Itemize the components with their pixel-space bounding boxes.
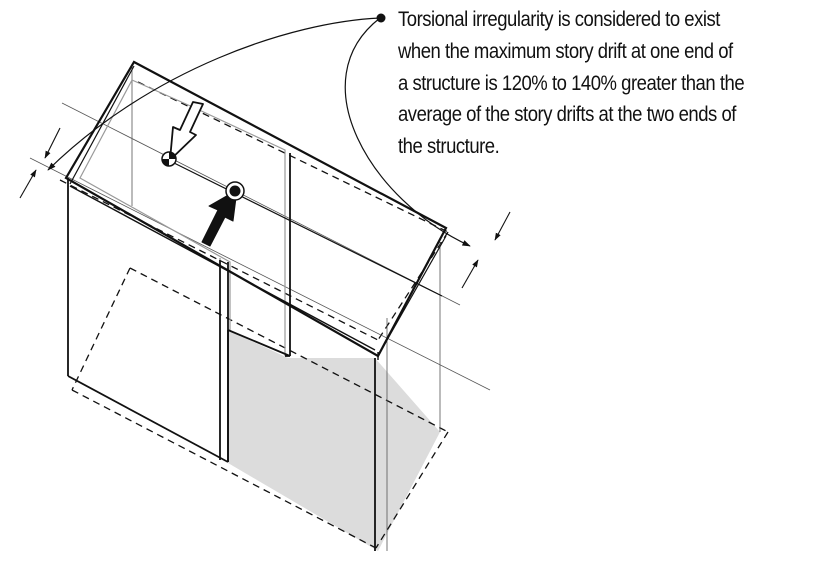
drift-dimension-right bbox=[461, 211, 511, 289]
torsional-irregularity-annotation: Torsional irregularity is considered to … bbox=[398, 4, 759, 163]
drift-dimension-left bbox=[19, 127, 61, 199]
ground-shadow bbox=[228, 330, 440, 551]
leader-origin-dot bbox=[376, 13, 386, 23]
annotation-leader-lines bbox=[47, 17, 471, 247]
annotation-line-4: average of the story drifts at the two e… bbox=[398, 102, 736, 127]
annotation-line-5: the structure. bbox=[398, 134, 500, 159]
building-walls bbox=[67, 153, 376, 551]
roof-inner-outline bbox=[79, 79, 286, 356]
resistance-arrow-icon bbox=[169, 101, 204, 161]
annotation-line-2: when the maximum story drift at one end … bbox=[398, 38, 733, 63]
annotation-line-3: a structure is 120% to 140% greater than… bbox=[398, 70, 745, 95]
center-axis bbox=[167, 159, 443, 297]
center-of-mass-icon bbox=[225, 181, 245, 201]
roof-slab bbox=[64, 60, 448, 360]
displaced-outline bbox=[59, 81, 449, 549]
annotation-line-1: Torsional irregularity is considered to … bbox=[398, 7, 720, 31]
center-of-rigidity-icon bbox=[161, 151, 177, 167]
applied-force-arrow-icon bbox=[201, 189, 238, 247]
